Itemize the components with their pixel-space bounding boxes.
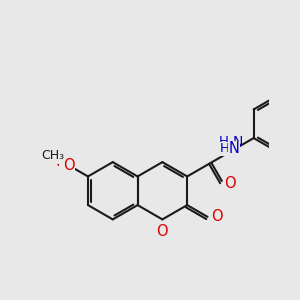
Text: O: O [47, 149, 58, 163]
Text: N: N [233, 135, 243, 149]
Text: O: O [41, 148, 51, 161]
Text: O: O [157, 225, 168, 239]
Text: O: O [224, 176, 236, 191]
Text: O: O [224, 176, 234, 190]
Text: N: N [229, 141, 239, 156]
Text: O: O [211, 210, 222, 224]
Text: O: O [211, 209, 223, 224]
Text: H: H [220, 142, 230, 155]
Text: O: O [61, 158, 73, 173]
Text: O: O [55, 156, 66, 170]
Text: CH₃: CH₃ [41, 149, 64, 163]
Text: O: O [157, 224, 168, 239]
Text: O: O [63, 158, 74, 173]
Text: H: H [219, 134, 229, 148]
